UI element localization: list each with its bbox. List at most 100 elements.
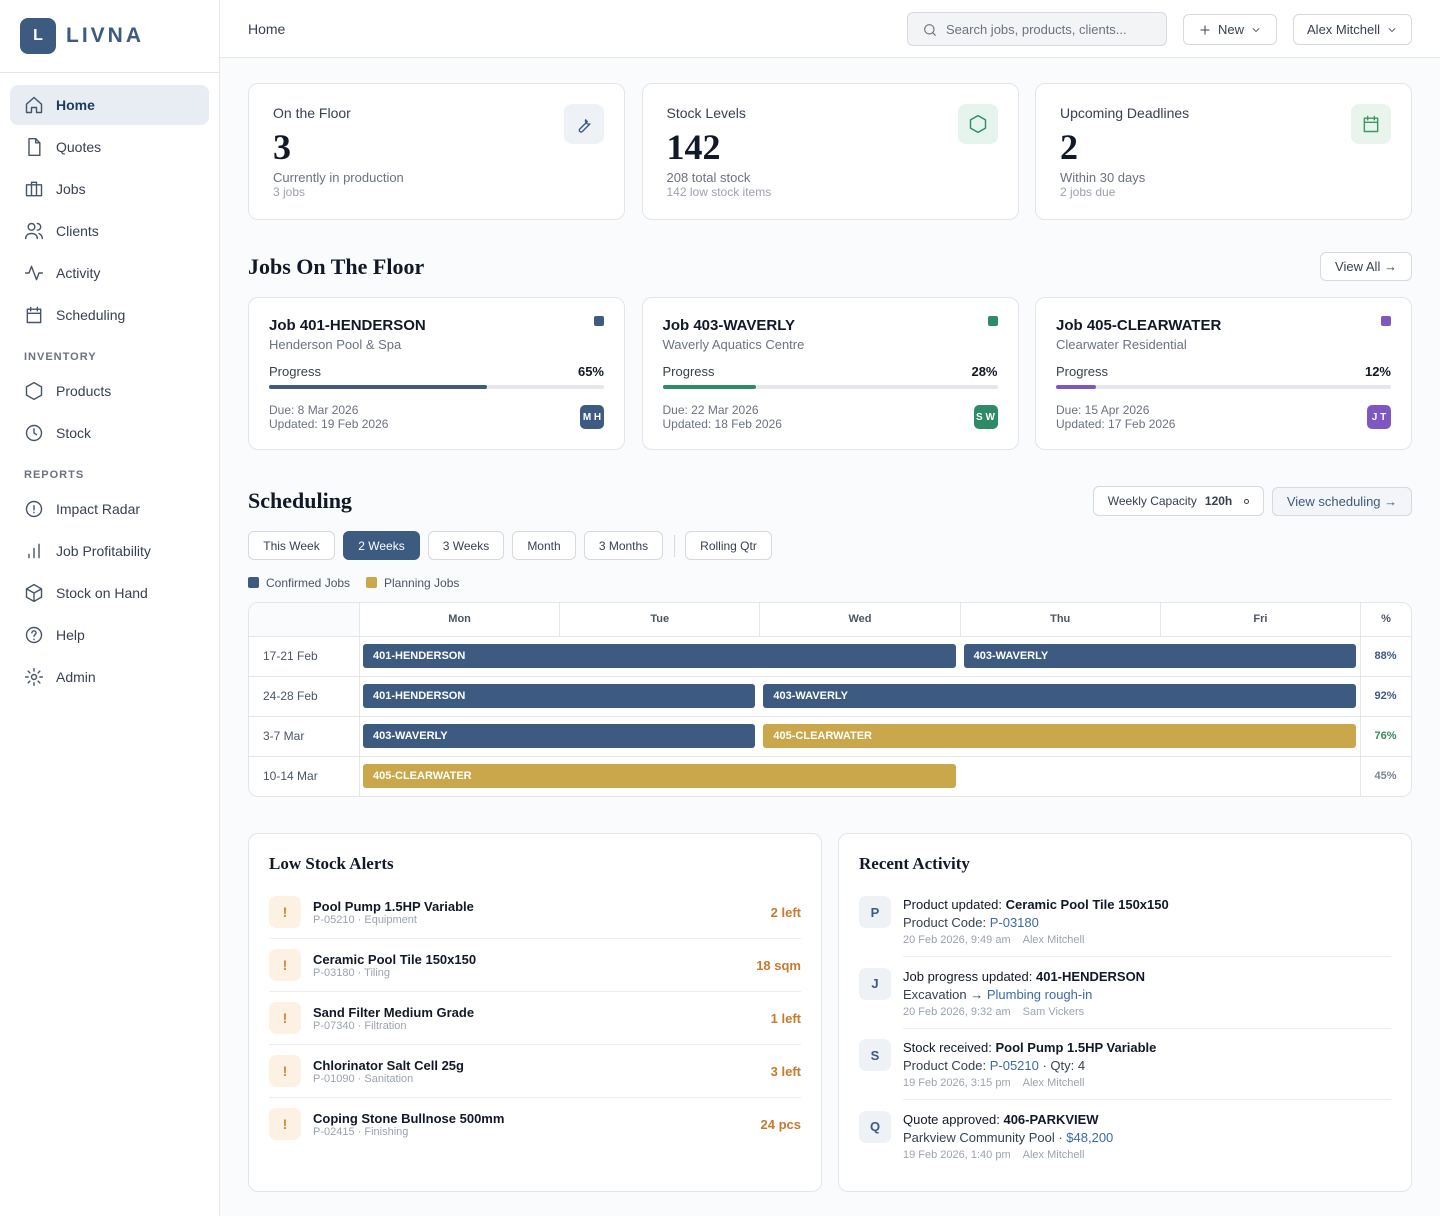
col-line [359, 756, 360, 796]
nav-label: Clients [56, 223, 99, 239]
job-card: Job 405-CLEARWATER Clearwater Residential… [1035, 297, 1412, 450]
week-label: 10-14 Mar [263, 769, 318, 783]
nav-item[interactable]: Quotes [10, 127, 209, 167]
activity-meta: 19 Feb 2026, 3:15 pm Alex Mitchell [903, 1077, 1084, 1089]
day-header: Thu [959, 603, 1160, 636]
utilization: 88% [1374, 650, 1397, 662]
search-box[interactable]: Search jobs, products, clients... [907, 12, 1167, 46]
new-button[interactable]: New [1183, 14, 1277, 45]
job-updated: Updated: 18 Feb 2026 [662, 417, 782, 431]
nav-item[interactable]: Job Profitability [10, 531, 209, 571]
job-due: Due: 22 Mar 2026 [662, 403, 759, 417]
job-updated: Updated: 19 Feb 2026 [269, 417, 389, 431]
gantt-label: 401-HENDERSON [373, 690, 466, 702]
detail-text: Product Code: [903, 1058, 990, 1073]
item-qty: 18 sqm [756, 958, 801, 973]
range-button[interactable]: 3 Weeks [428, 531, 504, 560]
stat-icon [957, 104, 998, 144]
capacity[interactable]: Weekly Capacity 120h [1093, 486, 1264, 516]
activity-text: Product updated: [903, 897, 1006, 912]
row-line [249, 636, 1411, 637]
view-all[interactable]: View All → [1320, 252, 1412, 281]
activity-detail: Excavation → Plumbing rough-in [903, 987, 1092, 1002]
detail-link[interactable]: $48,200 [1066, 1129, 1114, 1145]
nav-item[interactable]: Scheduling [10, 295, 209, 335]
icon [25, 626, 43, 644]
nav-label: Stock on Hand [56, 585, 148, 601]
range-divider [674, 535, 675, 557]
gantt-bar[interactable]: 403-WAVERLY [763, 684, 1356, 708]
user-menu[interactable]: Alex Mitchell [1293, 14, 1412, 45]
nav-item[interactable]: Jobs [10, 169, 209, 209]
gantt-bar[interactable]: 405-CLEARWATER [763, 724, 1356, 748]
header-first [249, 603, 359, 636]
activity-time: 19 Feb 2026, 3:15 pm [903, 1077, 1011, 1089]
nav-item[interactable]: Home [10, 85, 209, 125]
view-scheduling[interactable]: View scheduling → [1272, 487, 1412, 516]
detail-link[interactable]: Plumbing rough-in [986, 986, 1093, 1002]
alert-icon: ! [269, 1108, 301, 1140]
activity-line: Product updated: Ceramic Pool Tile 150x1… [903, 897, 1169, 912]
job-card: Job 401-HENDERSON Henderson Pool & Spa Pro… [248, 297, 625, 450]
detail-link[interactable]: P-03180 [989, 915, 1039, 930]
detail-link[interactable]: P-05210 [989, 1058, 1039, 1073]
activity-subject: 401-HENDERSON [1035, 968, 1146, 984]
gantt-bar[interactable]: 405-CLEARWATER [363, 764, 956, 788]
activity-avatar: S [859, 1039, 891, 1071]
range-button[interactable]: Month [512, 531, 576, 560]
legend-label: Confirmed Jobs [266, 576, 351, 590]
activity-user: Alex Mitchell [1022, 934, 1085, 946]
stat-sub: Within 30 days [1060, 170, 1146, 185]
section-title: REPORTS [24, 469, 85, 481]
nav-item[interactable]: Clients [10, 211, 209, 251]
nav-item[interactable]: Impact Radar [10, 489, 209, 529]
range-button[interactable]: This Week [248, 531, 335, 560]
nav-item[interactable]: Stock on Hand [10, 573, 209, 613]
nav-item[interactable]: Stock [10, 413, 209, 453]
activity-time: 20 Feb 2026, 9:49 am [903, 934, 1011, 946]
activity-meta: 20 Feb 2026, 9:32 am Sam Vickers [903, 1006, 1084, 1018]
nav-item[interactable]: Admin [10, 657, 209, 697]
icon [924, 24, 936, 36]
gantt-bar[interactable]: 403-WAVERLY [363, 724, 756, 748]
legend-swatch [366, 577, 377, 588]
low-stock-card: Low Stock Alerts! Pool Pump 1.5HP Variabl… [248, 833, 822, 1192]
row-line [249, 716, 1411, 717]
row-line [249, 756, 1411, 757]
icon [24, 222, 44, 240]
progress-track [269, 385, 604, 389]
nav-label: Stock [56, 425, 92, 441]
activity-detail: Parkview Community Pool · $48,200 [903, 1130, 1113, 1145]
progress-label: Progress [1056, 364, 1109, 379]
logo-mark: L [20, 18, 56, 54]
stat-icon [564, 104, 604, 144]
progress-value: 65% [577, 364, 604, 379]
stat-label: Upcoming Deadlines [1060, 105, 1190, 121]
nav-item[interactable]: Products [10, 371, 209, 411]
job-due: Due: 15 Apr 2026 [1056, 403, 1150, 417]
range-button[interactable]: Rolling Qtr [685, 531, 772, 560]
brand: LIVNA [66, 24, 144, 47]
nav-label: Activity [56, 265, 101, 281]
gantt-bar[interactable]: 403-WAVERLY [963, 644, 1356, 668]
progress-label: Progress [269, 364, 322, 379]
col-line [1360, 676, 1361, 716]
alert-icon: ! [269, 949, 301, 981]
activity-line: Quote approved: 406-PARKVIEW [903, 1112, 1099, 1127]
detail-tail: · Qty: 4 [1038, 1058, 1086, 1073]
nav-item[interactable]: Help [10, 615, 209, 655]
icon [1388, 27, 1396, 32]
activity-user: Alex Mitchell [1022, 1148, 1085, 1161]
nav-item[interactable]: Activity [10, 253, 209, 293]
icon [1252, 27, 1260, 32]
range-button[interactable]: 3 Months [584, 531, 663, 560]
item-name: Coping Stone Bullnose 500mm [313, 1111, 505, 1126]
nav-label: Help [56, 627, 85, 643]
alert-icon: ! [269, 1002, 301, 1034]
gantt-bar[interactable]: 401-HENDERSON [363, 644, 956, 668]
day-header: Fri [1159, 603, 1360, 636]
range-button[interactable]: 2 Weeks [343, 531, 420, 560]
activity-detail: Product Code: P-03180 [903, 915, 1039, 930]
gantt-bar[interactable]: 401-HENDERSON [363, 684, 756, 708]
stat-note: 2 jobs due [1060, 185, 1116, 199]
